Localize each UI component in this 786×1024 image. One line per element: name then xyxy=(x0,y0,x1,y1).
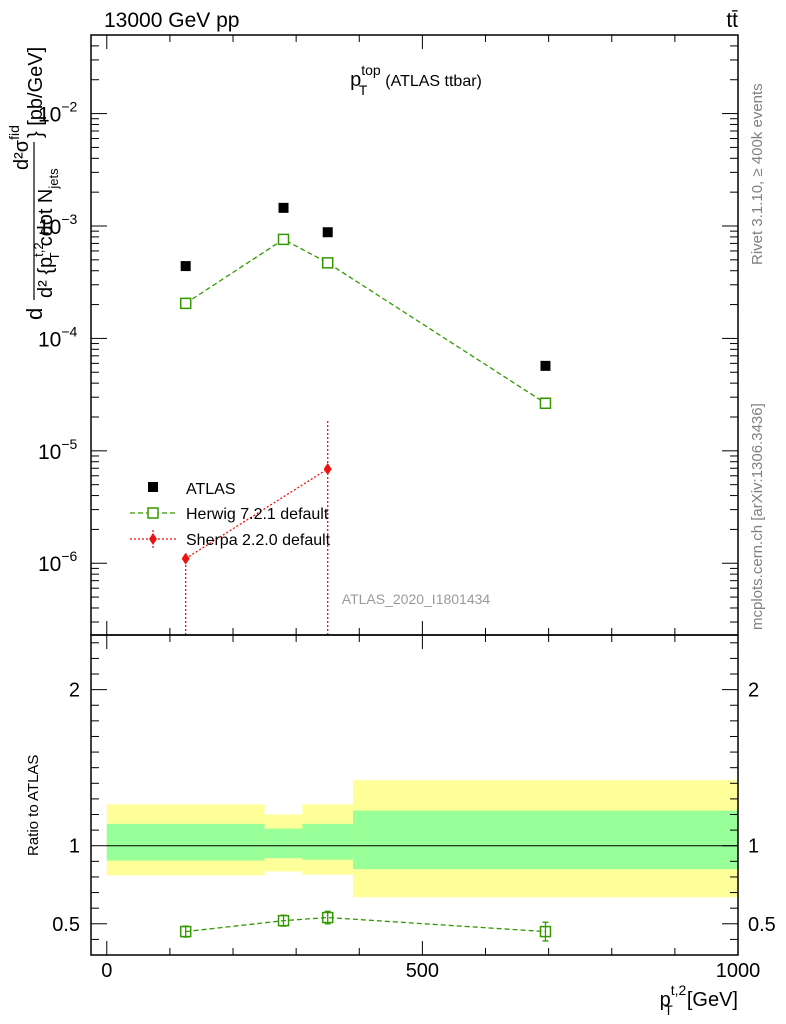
herwig-point xyxy=(539,397,552,409)
main-title: ptop T (ATLAS ttbar) xyxy=(350,62,482,98)
ratio-line xyxy=(185,916,546,933)
x-tick-label: 1000 xyxy=(716,960,761,982)
y-tick-label: 10−3 xyxy=(38,211,78,239)
atlas-point xyxy=(322,227,333,238)
main-panel: 10−610−510−410−310−2 ptop T (ATLAS ttbar) … xyxy=(6,34,739,636)
ratio-point xyxy=(539,925,552,938)
title-sup: top xyxy=(361,62,381,78)
sherpa-point xyxy=(181,552,190,565)
legend-sherpa: Sherpa 2.2.0 default xyxy=(186,532,331,549)
title-sub: T xyxy=(359,82,368,98)
y-tick-label: 10−2 xyxy=(38,99,78,127)
ratio-y-tick-label-right: 1 xyxy=(748,836,759,858)
atlas-point xyxy=(180,261,191,272)
uncertainty-band-inner xyxy=(264,828,303,859)
title-rest: (ATLAS ttbar) xyxy=(385,73,482,90)
atlas-point xyxy=(540,360,551,371)
ylabel-numerator: d²σfid xyxy=(6,125,33,170)
sherpa-point xyxy=(323,462,332,475)
ratio-y-tick-label-right: 2 xyxy=(748,680,759,702)
main-ylabel: d²σfid d d² {pt,2Tcdot Njets } [pb/GeV] xyxy=(6,47,62,320)
header-left: 13000 GeV pp xyxy=(104,9,239,32)
legend-sherpa-marker xyxy=(149,533,157,545)
ratio-point xyxy=(179,925,192,938)
series-line xyxy=(185,238,546,404)
ratio-panel: 0.5 0.5 1 1 2 2 0 500 1000 Ratio to ATLAS pt,2 T[… xyxy=(25,634,776,1018)
uncertainty-band-inner xyxy=(352,810,738,870)
ratio-y-tick-label: 0.5 xyxy=(52,914,80,936)
uncertainty-band-inner xyxy=(302,823,353,860)
mcplots-label: mcplots.cern.ch [arXiv:1306.3436] xyxy=(749,403,766,630)
legend-herwig-marker xyxy=(147,507,159,519)
rivet-label: Rivet 3.1.10, ≥ 400k events xyxy=(749,83,766,265)
herwig-point xyxy=(179,297,192,310)
x-tick-label: 0 xyxy=(101,960,112,982)
herwig-point xyxy=(321,257,334,269)
y-tick-label: 10−6 xyxy=(38,548,78,576)
ratio-y-tick-label: 2 xyxy=(69,680,80,702)
ratio-point xyxy=(321,911,334,924)
y-tick-label: 10−4 xyxy=(38,323,78,351)
ratio-xlabel: pt,2 T [GeV] xyxy=(660,982,738,1018)
atlas-point xyxy=(278,202,289,213)
legend-herwig: Herwig 7.2.1 default xyxy=(186,506,329,523)
ylabel-tail: } [pb/GeV] xyxy=(25,47,47,138)
ylabel-leading-d: d xyxy=(22,308,47,320)
legend-atlas-marker xyxy=(148,482,158,492)
y-tick-label: 10−5 xyxy=(38,436,78,464)
header-right: tt̄ xyxy=(726,9,738,32)
legend-atlas: ATLAS xyxy=(186,481,236,498)
uncertainty-band-inner xyxy=(106,823,265,861)
ylabel-denominator: d² {pt,2Tcdot Njets xyxy=(31,168,62,298)
x-tick-label: 500 xyxy=(406,960,439,982)
ratio-ylabel: Ratio to ATLAS xyxy=(25,755,42,856)
herwig-point xyxy=(277,233,290,246)
title-base: p xyxy=(350,69,361,91)
ratio-y-tick-label-right: 0.5 xyxy=(748,914,776,936)
ratio-frame xyxy=(90,634,739,956)
legend: ATLAS Herwig 7.2.1 default Sherpa 2.2.0 … xyxy=(130,481,331,549)
ratio-y-tick-label: 1 xyxy=(69,836,80,858)
watermark: ATLAS_2020_I1801434 xyxy=(342,591,491,607)
ratio-point xyxy=(277,914,290,927)
